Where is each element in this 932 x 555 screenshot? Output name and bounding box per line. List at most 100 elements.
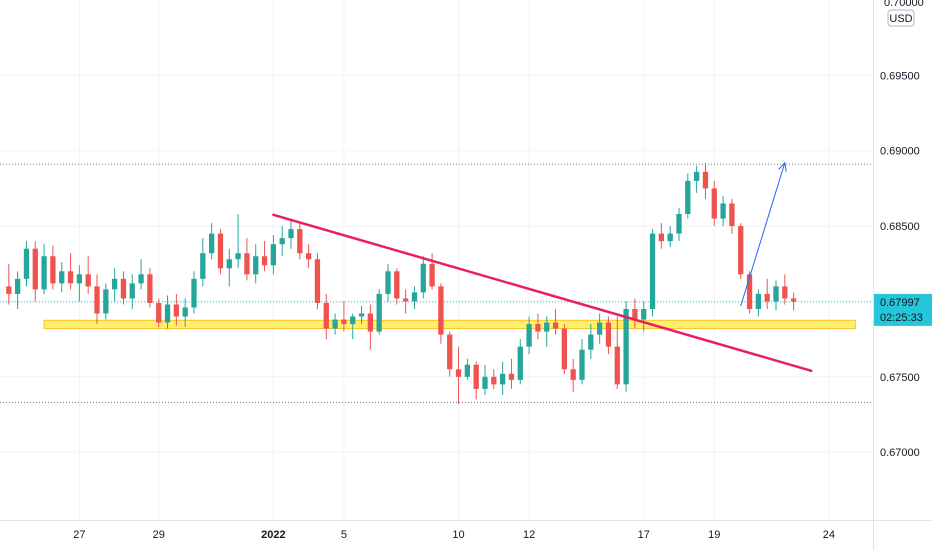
candle-body <box>623 308 629 385</box>
candle <box>226 248 232 287</box>
candle-body <box>544 322 550 332</box>
candle-body <box>147 274 153 303</box>
candle <box>711 180 717 227</box>
candle-body <box>552 322 559 329</box>
candle-body <box>253 256 259 275</box>
currency-label: USD <box>889 13 912 25</box>
candle <box>156 298 162 328</box>
candle-body <box>570 369 576 380</box>
candle-body <box>14 278 21 294</box>
candle-body <box>464 364 471 377</box>
support-zone-rect[interactable] <box>43 319 856 330</box>
time-tick-label: 5 <box>341 529 347 541</box>
candle-body <box>164 304 171 323</box>
grid <box>0 0 873 520</box>
candle-body <box>191 278 197 308</box>
candle <box>76 265 83 302</box>
candle <box>235 214 241 269</box>
candle <box>314 253 321 309</box>
candle-body <box>6 286 12 294</box>
candle <box>702 162 709 199</box>
candle-body <box>473 364 479 389</box>
currency-badge-box <box>887 9 915 27</box>
candle-body <box>217 233 224 269</box>
time-tick-label: 10 <box>452 529 464 541</box>
candle-body <box>226 259 232 269</box>
candle <box>561 324 568 374</box>
currency-badge[interactable]: USD <box>887 9 915 27</box>
candle <box>773 280 779 311</box>
candle-body <box>103 289 109 314</box>
candle-body <box>173 304 180 317</box>
candle-body <box>491 376 497 385</box>
candle-body <box>350 316 356 325</box>
candle-body <box>182 307 188 317</box>
candle-body <box>535 324 541 332</box>
candle-body <box>94 286 100 314</box>
candle <box>482 364 488 395</box>
time-tick-label: 27 <box>73 529 85 541</box>
candle <box>438 283 444 344</box>
candle-body <box>632 308 638 320</box>
candle-body <box>402 298 409 302</box>
candle <box>41 244 47 294</box>
candle <box>129 274 135 309</box>
candle <box>6 263 12 305</box>
candle-body <box>738 226 744 275</box>
candle-body <box>200 253 206 279</box>
candle-body <box>773 286 779 302</box>
candle <box>376 289 382 335</box>
candle <box>667 226 673 248</box>
candle <box>103 283 109 320</box>
candle <box>279 226 285 257</box>
price-tick-label: 0.67500 <box>880 372 920 384</box>
price-axis[interactable]: 0.69500 0.69000 0.68500 0.67500 0.67000 <box>880 70 920 459</box>
candle <box>755 289 762 317</box>
candle <box>358 305 365 325</box>
candle-body <box>120 278 127 299</box>
candle-body <box>279 238 285 245</box>
candle-body <box>332 319 338 329</box>
candle-body <box>156 302 162 323</box>
candle-body <box>270 244 277 266</box>
candle-body <box>32 248 38 290</box>
candle <box>508 358 515 389</box>
candle <box>729 198 735 234</box>
candle <box>208 223 215 260</box>
candle-body <box>755 293 762 309</box>
candle <box>535 313 541 340</box>
candle <box>244 238 250 281</box>
candle <box>658 223 665 249</box>
candle <box>85 256 91 294</box>
candle-body <box>305 253 312 260</box>
candle-body <box>641 308 647 320</box>
candle <box>332 313 338 335</box>
candle <box>720 195 726 227</box>
candle <box>305 244 312 269</box>
last-price-value: 0.67997 <box>880 297 920 309</box>
drawings[interactable] <box>272 161 813 373</box>
time-axis[interactable]: 27 29 2022 5 10 12 17 19 24 <box>73 529 835 541</box>
candle-body <box>129 283 135 299</box>
trendline[interactable] <box>272 213 813 373</box>
candle-body <box>764 293 770 302</box>
forecast-arrow-head <box>778 161 787 172</box>
candle-body <box>508 373 515 380</box>
candle-body <box>261 256 268 266</box>
candle <box>200 238 206 287</box>
candle <box>23 241 30 287</box>
candle <box>385 263 391 302</box>
candle-body <box>138 274 144 284</box>
candle-body <box>720 203 726 219</box>
candle <box>297 223 303 260</box>
forecast-arrow-line[interactable] <box>740 162 786 307</box>
last-price-countdown: 02:25:33 <box>880 312 923 324</box>
last-price-label-bg <box>874 293 932 326</box>
support-zone[interactable] <box>43 319 856 330</box>
candle-body <box>385 271 391 294</box>
candle <box>544 316 550 347</box>
candle-body <box>782 286 788 299</box>
candle <box>552 308 559 335</box>
